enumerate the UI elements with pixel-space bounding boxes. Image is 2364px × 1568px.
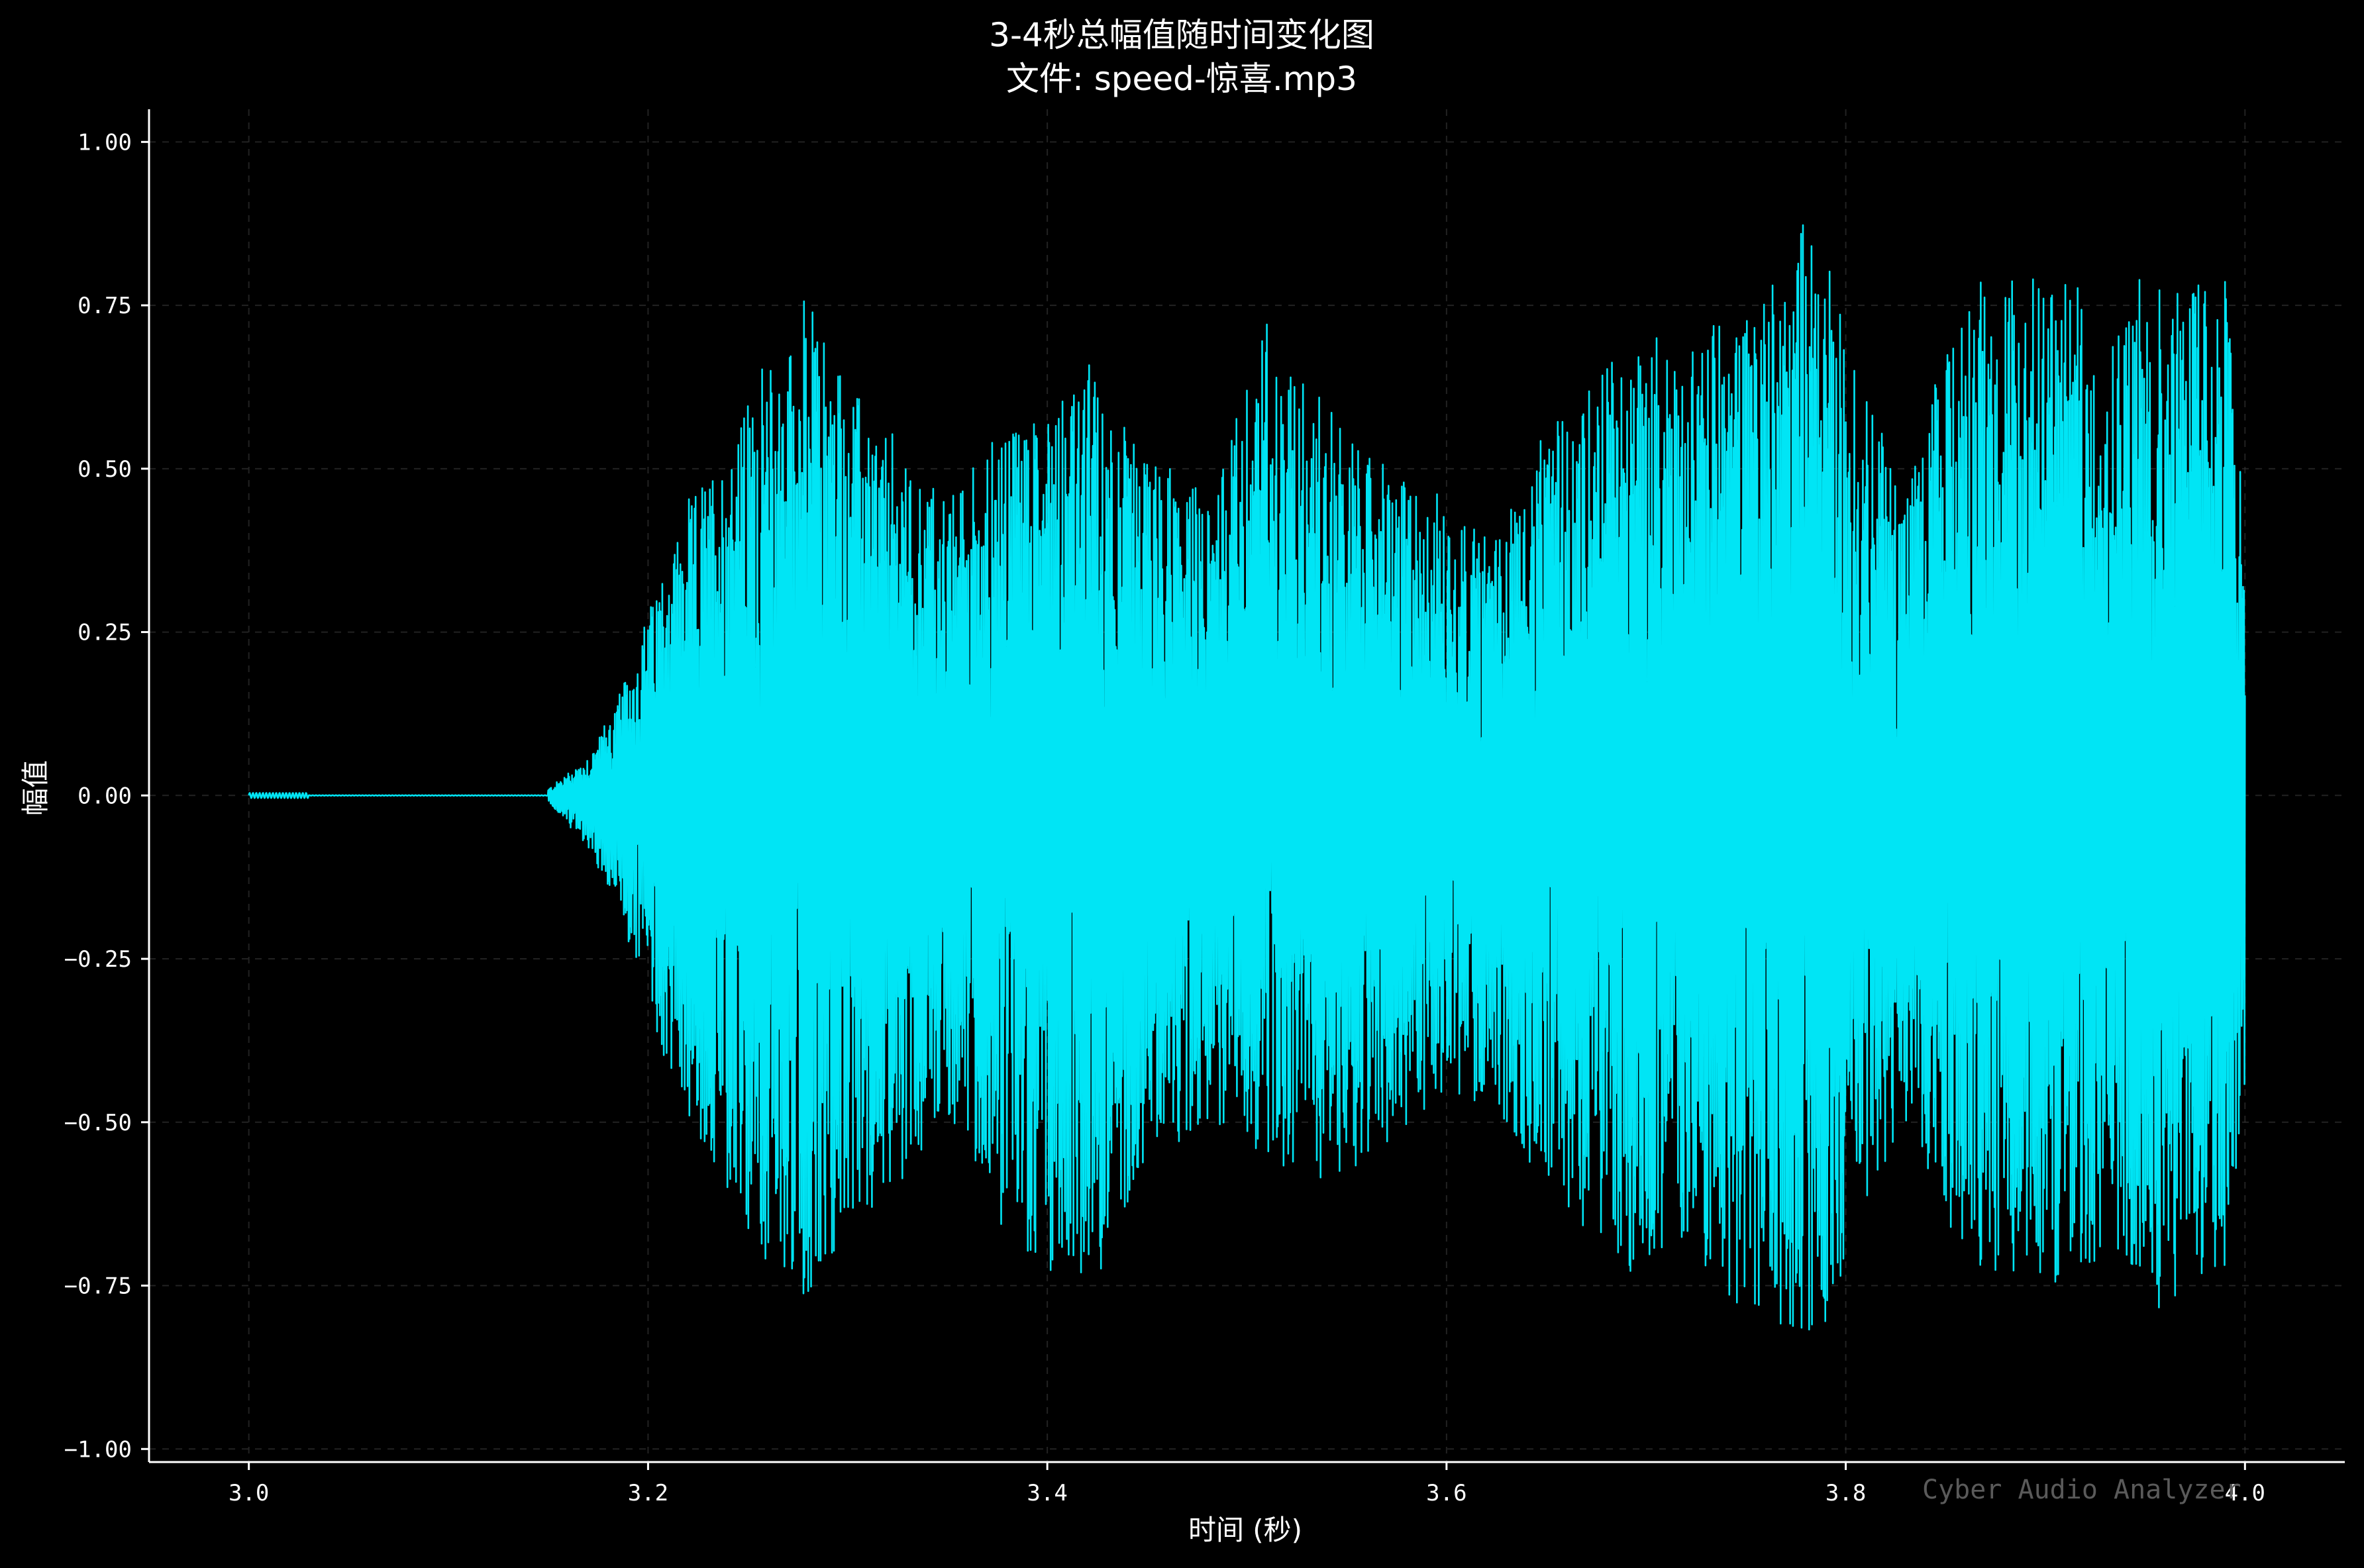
x-tick-label: 3.8	[1825, 1480, 1866, 1506]
y-tick-label: 0.50	[77, 456, 132, 483]
x-tick-label: 3.6	[1426, 1480, 1466, 1506]
y-tick-label: 0.00	[77, 783, 132, 809]
axes	[141, 109, 2345, 1470]
x-axis-label: 时间 (秒)	[1188, 1514, 1302, 1546]
y-tick-label: 0.75	[77, 293, 132, 319]
x-tick-label: 3.2	[628, 1480, 668, 1506]
y-tick-label: −1.00	[64, 1436, 132, 1463]
watermark-text: Cyber Audio Analyzer	[1922, 1475, 2241, 1505]
y-axis-label: 幅值	[19, 760, 52, 816]
y-tick-label: 0.25	[77, 620, 132, 646]
x-tick-label: 3.0	[229, 1480, 269, 1506]
y-tick-label: −0.25	[64, 946, 132, 973]
tick-labels: 3.0 3.2 3.4 3.6 3.8 4.0 1.00 0.75 0.50 0.25 0.00 −0…	[64, 129, 2265, 1506]
waveform-series	[248, 224, 2246, 1331]
y-tick-label: 1.00	[77, 129, 132, 156]
waveform-line	[248, 224, 2246, 1331]
y-tick-label: −0.50	[64, 1110, 132, 1136]
y-tick-label: −0.75	[64, 1273, 132, 1300]
x-tick-label: 3.4	[1027, 1480, 1067, 1506]
chart-title: 3-4秒总幅值随时间变化图	[989, 16, 1374, 54]
x-tick-label: 4.0	[2225, 1480, 2265, 1506]
chart-subtitle: 文件: speed-惊喜.mp3	[1006, 60, 1357, 98]
